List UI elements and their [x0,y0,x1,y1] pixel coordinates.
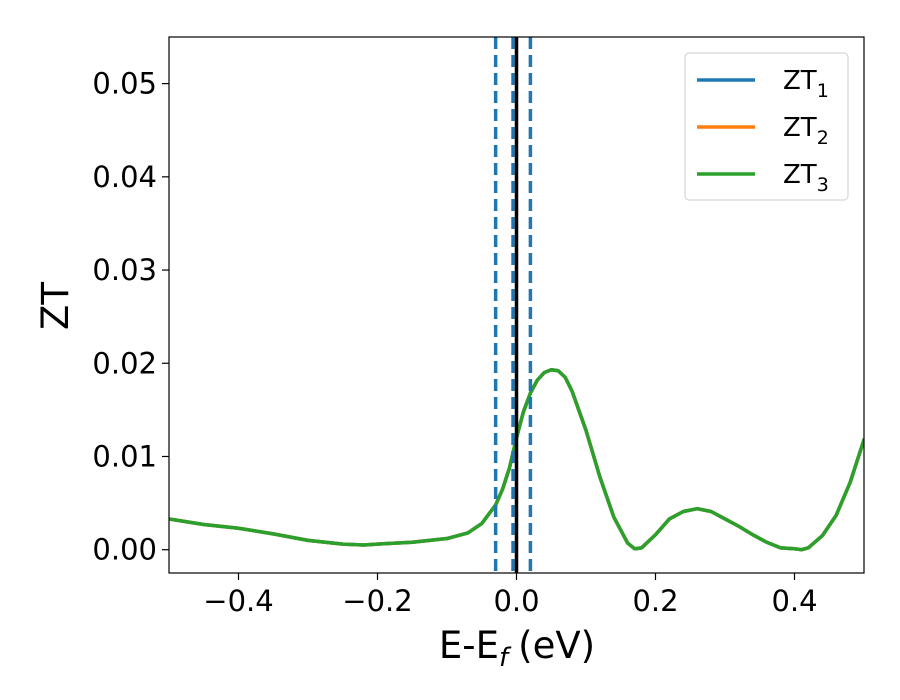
x-tick-label: 0.2 [632,584,678,618]
x-axis-label: E-Ef (eV) [439,624,595,673]
y-tick-label: 0.00 [92,533,157,567]
x-tick-label: −0.2 [342,584,412,618]
plot-area [169,37,864,573]
x-tick-label: −0.4 [203,584,273,618]
series-line-zt3 [169,368,864,552]
x-tick-label: 0.4 [771,584,817,618]
legend: ZT1 ZT2 ZT3 [684,52,849,201]
y-tick-label: 0.01 [92,439,157,473]
legend-label-zt1: ZT1 [783,66,829,102]
y-tick-label: 0.05 [92,67,157,101]
x-axis-label-subscript: f [499,643,512,673]
y-tick-label: 0.04 [92,160,157,194]
legend-label-zt2: ZT2 [783,113,829,149]
x-axis-label-unit: (eV) [518,624,595,667]
y-tick-label: 0.03 [92,253,157,287]
x-tick-label: 0.0 [493,584,539,618]
y-tick-label: 0.02 [92,346,157,380]
plot-content [169,37,864,573]
axes: −0.4 −0.2 0.0 0.2 0.4 0.00 0.01 0.02 0.03 0.04 0.0… [92,36,865,618]
y-axis-label: ZT [34,282,77,330]
legend-box [684,52,849,201]
legend-label-zt3: ZT3 [783,160,829,196]
